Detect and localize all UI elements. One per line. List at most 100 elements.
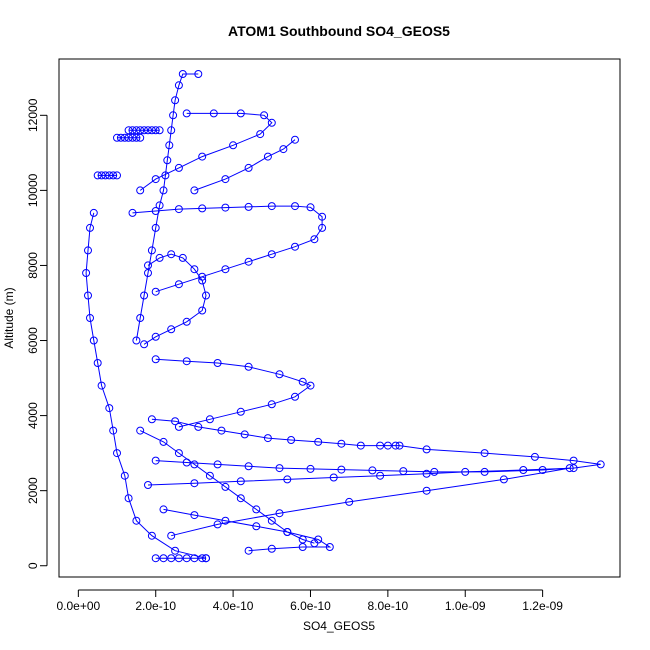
data-point (221, 203, 230, 212)
data-point (263, 434, 272, 443)
data-point (163, 156, 172, 165)
series-line (132, 205, 323, 293)
data-point (244, 546, 253, 555)
data-point (93, 359, 102, 367)
data-point (267, 118, 276, 127)
data-point (155, 201, 164, 210)
data-point (275, 509, 284, 518)
data-point (182, 317, 191, 326)
data-point (244, 462, 253, 471)
data-point (368, 466, 377, 475)
series-3 (190, 135, 299, 195)
data-point (120, 471, 129, 480)
data-point (136, 126, 145, 135)
data-point (167, 531, 176, 540)
data-point (329, 473, 338, 482)
data-point (93, 171, 102, 180)
data-point (140, 126, 149, 135)
data-point (86, 314, 94, 322)
data-point (306, 203, 315, 212)
data-point (205, 471, 214, 480)
data-point (263, 152, 272, 161)
data-point (202, 554, 210, 563)
data-point (213, 359, 222, 367)
data-point (128, 126, 137, 135)
data-point (167, 325, 176, 334)
data-point (356, 441, 365, 450)
data-point (194, 422, 203, 431)
data-point (530, 452, 539, 461)
data-point (291, 135, 299, 144)
data-point (155, 253, 164, 262)
data-point (97, 171, 106, 180)
data-point (519, 466, 528, 474)
data-point (229, 141, 238, 150)
chart-title: ATOM1 Southbound SO4_GEOS5 (228, 23, 450, 39)
data-point (283, 475, 292, 484)
data-point (136, 426, 145, 435)
data-point (256, 130, 265, 139)
data-point (279, 145, 288, 154)
data-point (174, 81, 183, 90)
data-point (376, 441, 385, 450)
data-point (109, 426, 118, 435)
data-point (291, 202, 299, 211)
data-point (209, 109, 218, 118)
data-point (569, 464, 578, 473)
data-point (140, 340, 149, 349)
data-point (205, 415, 214, 424)
data-point (422, 469, 431, 478)
series-5 (140, 250, 210, 349)
series-10 (136, 426, 319, 548)
data-point (97, 381, 106, 390)
data-point (147, 531, 156, 540)
data-point (147, 246, 156, 255)
data-point (82, 269, 91, 277)
data-point (151, 175, 160, 184)
data-point (422, 445, 431, 454)
data-point (84, 291, 92, 300)
data-point (182, 554, 191, 563)
y-tick-label: 0 (26, 562, 40, 569)
data-point (105, 404, 114, 413)
data-point (151, 126, 160, 135)
data-point (169, 111, 178, 120)
data-point (174, 422, 183, 431)
data-point (252, 522, 261, 531)
data-point (120, 133, 129, 142)
data-point (422, 486, 431, 495)
x-tick-label: 4.0e-10 (213, 599, 254, 613)
series-13 (93, 171, 121, 180)
data-point (171, 546, 180, 555)
series-line (194, 139, 296, 191)
data-point (128, 208, 137, 217)
x-tick-label: 1.2e-09 (522, 599, 563, 613)
data-point (113, 171, 121, 180)
data-point (596, 460, 605, 469)
data-point (236, 109, 245, 118)
data-point (221, 175, 230, 184)
data-point (182, 109, 191, 118)
x-axis: 0.0e+00 2.0e-10 4.0e-10 6.0e-10 8.0e-10 1.0e-… (56, 589, 563, 613)
data-point (161, 171, 170, 180)
y-tick-label: 2000 (26, 477, 40, 504)
x-axis-label: SO4_GEOS5 (303, 619, 375, 633)
data-point (84, 246, 92, 255)
series-line (155, 460, 570, 537)
data-point (391, 441, 400, 450)
data-point (236, 407, 245, 416)
data-point (291, 242, 299, 251)
x-tick-label: 2.0e-10 (135, 599, 176, 613)
data-point (151, 287, 160, 296)
x-tick-label: 8.0e-10 (368, 599, 409, 613)
data-point (267, 544, 276, 553)
y-tick-label: 8000 (26, 252, 40, 279)
data-point (89, 208, 98, 217)
series-2 (136, 109, 276, 195)
data-point (144, 126, 152, 135)
data-point (174, 554, 183, 563)
data-point (151, 332, 160, 341)
data-point (318, 212, 327, 221)
data-point (109, 171, 118, 180)
